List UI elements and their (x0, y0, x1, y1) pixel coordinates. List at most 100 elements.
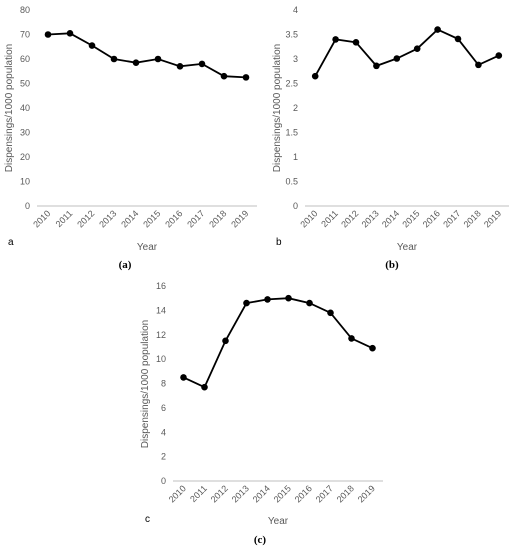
panel-a-y-tick-label: 40 (20, 103, 30, 113)
panel-c-x-tick-label: 2013 (230, 483, 251, 504)
panel-a-y-tick-label: 30 (20, 128, 30, 138)
panel-a-x-tick-label: 2018 (207, 208, 228, 229)
panel-b-x-tick-label: 2019 (482, 208, 503, 229)
panel-b-x-tick-label: 2013 (360, 208, 381, 229)
panel-a-data-point (242, 74, 250, 81)
panel-b-y-tick-label: 0 (293, 201, 298, 211)
panel-a-caption: (a) (119, 259, 132, 271)
panel-b-x-tick-label: 2011 (319, 208, 340, 229)
panel-b-y-tick-label: 1.5 (285, 128, 298, 138)
panel-c-x-tick-label: 2018 (335, 483, 356, 504)
panel-c-x-tick-label: 2011 (188, 483, 209, 504)
panel-c-letter: c (145, 514, 150, 525)
panel-c-y-tick-label: 0 (161, 476, 166, 486)
panel-c-y-tick-label: 14 (156, 305, 166, 315)
panel-a-x-tick-label: 2012 (75, 208, 96, 229)
panel-a-x-tick-label: 2019 (229, 208, 250, 229)
panel-a-series-line (47, 32, 247, 79)
panel-b-y-tick-label: 0.5 (285, 177, 298, 187)
panel-c-y-axis-label: Dispensings/1000 population (140, 320, 151, 448)
panel-c-y-tick-label: 10 (156, 354, 166, 364)
panel-b-data-point (311, 72, 319, 80)
panel-c-data-point (369, 344, 376, 352)
panel-b-data-point (373, 62, 380, 70)
panel-b-x-tick-label: 2016 (421, 208, 442, 229)
panel-a-x-tick-label: 2014 (119, 208, 140, 229)
panel-a-data-point (220, 72, 228, 80)
panel-a-y-axis-label: Dispensings/1000 population (4, 44, 15, 172)
panel-b-data-point (332, 36, 339, 43)
panel-c-x-tick-label: 2014 (251, 483, 272, 504)
panel-a-data-point (154, 55, 162, 63)
panel-b-x-tick-label: 2012 (339, 208, 360, 229)
panel-c-data-point (201, 383, 208, 391)
panel-b-x-axis-label: Year (397, 242, 418, 253)
panel-a-x-tick-label: 2017 (185, 208, 206, 229)
panel-b-y-tick-label: 3 (293, 54, 298, 64)
panel-b-data-point (393, 55, 401, 62)
panel-b-data-point (495, 52, 503, 59)
panel-c-y-tick-label: 6 (161, 403, 166, 413)
panel-c-data-point (180, 374, 187, 381)
panel-c-series-line (183, 297, 373, 389)
panel-c-y-tick-label: 4 (161, 427, 166, 437)
panel-b-x-tick-label: 2015 (400, 208, 421, 229)
panel-c-x-tick-label: 2015 (272, 483, 293, 504)
panel-c-data-point (264, 296, 271, 303)
panel-b-data-point (413, 45, 421, 53)
panel-c-data-point (348, 335, 355, 342)
panel-b-y-tick-label: 2 (293, 103, 298, 113)
panel-b-data-point (454, 35, 462, 43)
panel-b-data-point (475, 61, 482, 69)
panel-a-y-tick-label: 60 (20, 54, 30, 64)
panel-b-letter: b (276, 237, 282, 248)
panel-c-data-point (222, 337, 229, 345)
panel-a-data-point (132, 59, 140, 66)
panel-a-y-tick-label: 70 (20, 30, 30, 40)
panel-c-data-point (243, 299, 250, 307)
panel-a-x-tick-label: 2015 (141, 208, 162, 229)
panel-c-y-tick-label: 2 (161, 452, 166, 462)
panel-b-y-tick-label: 4 (293, 5, 298, 15)
panel-a-y-tick-label: 0 (25, 201, 30, 211)
panel-b-y-tick-label: 2.5 (285, 79, 298, 89)
panel-c-x-tick-label: 2016 (293, 483, 314, 504)
panel-b-y-tick-label: 1 (293, 152, 298, 162)
panel-c-data-point (306, 299, 313, 307)
panel-a-x-tick-label: 2011 (54, 208, 75, 229)
panel-b-data-point (352, 39, 360, 46)
panel-c-y-tick-label: 16 (156, 281, 166, 291)
panel-a-x-tick-label: 2016 (163, 208, 184, 229)
panel-a-data-point (44, 31, 52, 38)
panel-a-data-point (176, 63, 184, 70)
panel-c-x-tick-label: 2017 (314, 483, 335, 504)
panel-c-y-tick-label: 8 (161, 379, 166, 389)
panel-a-letter: a (8, 237, 14, 248)
panel-c-x-tick-label: 2010 (167, 483, 188, 504)
panel-b-x-tick-label: 2014 (380, 208, 401, 229)
panel-a-data-point (88, 42, 96, 49)
panel-c-x-tick-label: 2012 (209, 483, 230, 504)
panel-c-x-axis-label: Year (268, 516, 289, 527)
panel-b-x-tick-label: 2017 (441, 208, 462, 229)
panel-a-y-tick-label: 20 (20, 152, 30, 162)
panel-a-y-tick-label: 80 (20, 5, 30, 15)
panel-a-data-point (66, 29, 74, 37)
panel-b-series-line (314, 28, 500, 77)
panel-a-x-tick-label: 2013 (97, 208, 118, 229)
panel-b-y-tick-label: 3.5 (285, 30, 298, 40)
panel-b-x-tick-label: 2010 (298, 208, 319, 229)
panel-b-x-tick-label: 2018 (462, 208, 483, 229)
panel-a-x-tick-label: 2010 (31, 208, 52, 229)
panel-a-data-point (110, 55, 118, 63)
panel-c-caption: (c) (254, 534, 267, 546)
panel-c-data-point (285, 294, 292, 302)
panel-b-y-axis-label: Dispensings/1000 population (272, 44, 283, 172)
panel-a-x-axis-label: Year (137, 242, 158, 253)
panel-a-data-point (198, 60, 206, 68)
panel-a-y-tick-label: 50 (20, 79, 30, 89)
panel-c-data-point (327, 309, 334, 317)
panel-c-x-tick-label: 2019 (356, 483, 377, 504)
panel-b-data-point (434, 26, 441, 33)
